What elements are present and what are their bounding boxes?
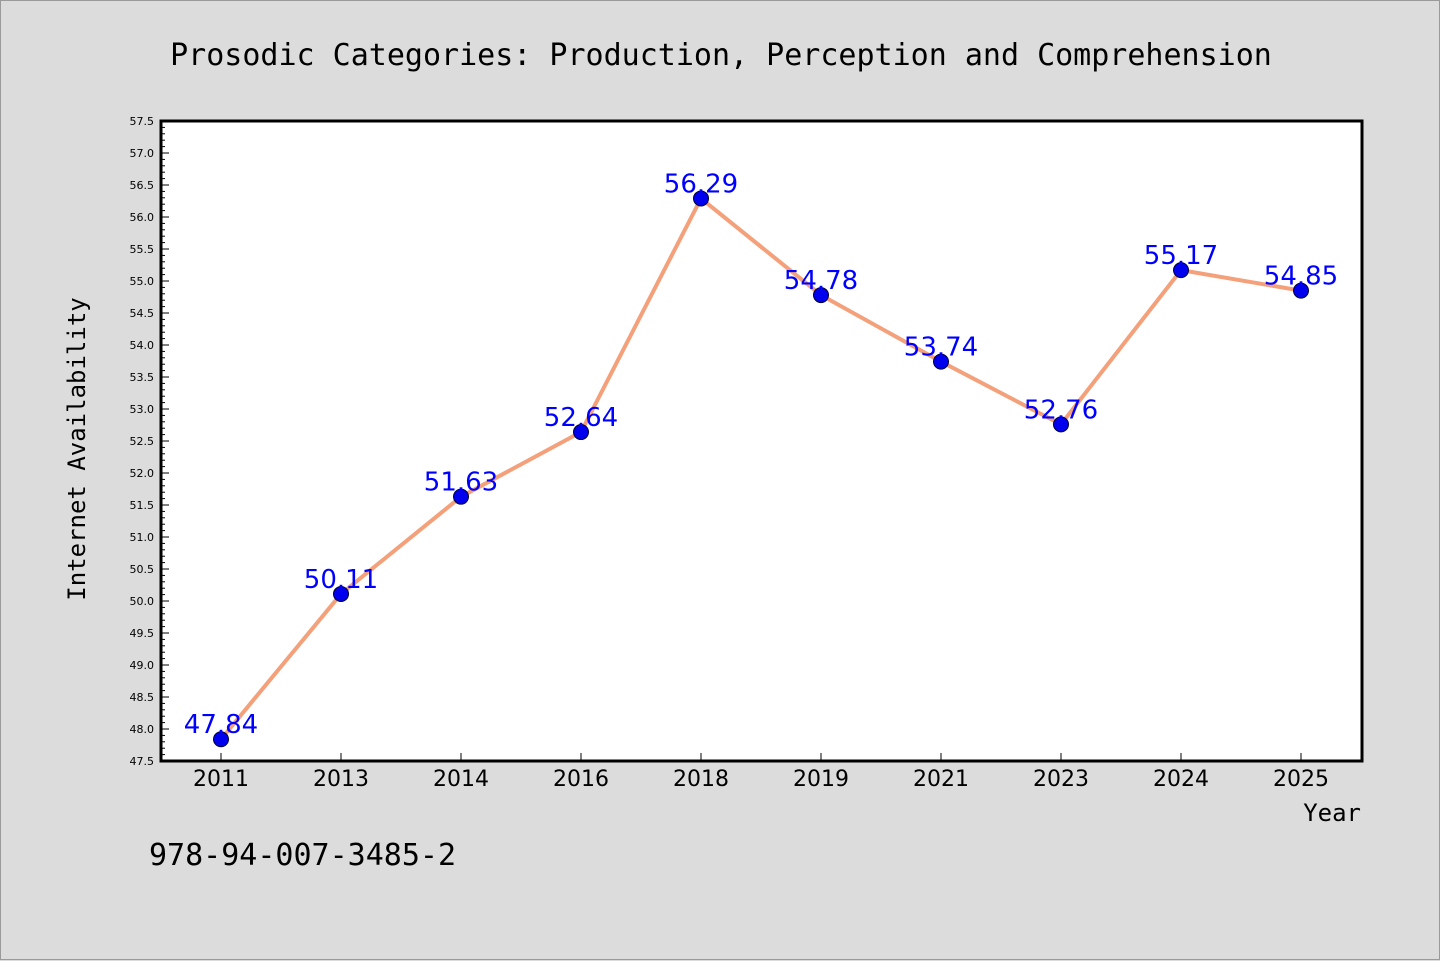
data-point	[453, 488, 469, 505]
x-tick-label: 2023	[1033, 767, 1089, 792]
chart-title: Prosodic Categories: Production, Percept…	[170, 38, 1272, 73]
y-tick-label: 48.0	[130, 723, 155, 736]
series-layer	[213, 190, 1309, 748]
x-tick-label: 2016	[553, 767, 609, 792]
y-tick-label: 53.0	[130, 403, 155, 416]
data-point	[573, 424, 589, 441]
data-label: 53.74	[904, 333, 978, 363]
y-tick-label: 55.5	[130, 243, 155, 256]
data-label: 56.29	[664, 169, 738, 199]
x-tick-label: 2019	[793, 767, 849, 792]
y-tick-label: 55.0	[130, 275, 155, 288]
data-label: 52.76	[1024, 395, 1098, 425]
data-point	[933, 353, 949, 370]
data-point	[813, 287, 829, 304]
y-tick-label: 49.0	[130, 659, 155, 672]
y-tick-label: 56.5	[130, 179, 155, 192]
x-tick-label: 2021	[913, 767, 969, 792]
x-tick-label: 2011	[193, 767, 249, 792]
data-labels-layer: 47.84 50.11 51.63 52.64 56.29 54.78 53.74 52.76…	[184, 169, 1338, 740]
data-label: 47.84	[184, 710, 258, 740]
data-point	[1293, 282, 1309, 299]
x-tick-label: 2025	[1273, 767, 1329, 792]
data-label: 54.85	[1264, 262, 1338, 292]
y-tick-label: 56.0	[130, 211, 155, 224]
data-point	[333, 585, 349, 602]
y-tick-label: 50.0	[130, 595, 155, 608]
y-tick-label: 48.5	[130, 691, 155, 704]
x-tick-label: 2018	[673, 767, 729, 792]
x-tick-label: 2013	[313, 767, 369, 792]
y-tick-label: 52.0	[130, 467, 155, 480]
data-label: 50.11	[304, 565, 378, 595]
data-label: 55.17	[1144, 241, 1218, 271]
y-tick-label: 57.0	[130, 147, 155, 160]
x-axis-label: Year	[1303, 799, 1361, 827]
isbn-footnote: 978-94-007-3485-2	[149, 838, 456, 873]
x-tick-label: 2024	[1153, 767, 1209, 792]
y-axis-label: Internet Availability	[63, 297, 91, 600]
y-axis: 47.5 48.0 48.5 49.0 49.5 50.0 50.5 51.0 51.5 52.0…	[130, 115, 169, 768]
y-tick-label: 47.5	[130, 755, 155, 768]
y-tick-label: 54.5	[130, 307, 155, 320]
y-tick-label: 50.5	[130, 563, 155, 576]
plot-border	[159, 119, 1364, 763]
data-point	[213, 731, 229, 748]
x-tick-label: 2014	[433, 767, 489, 792]
y-tick-label: 54.0	[130, 339, 155, 352]
y-tick-label: 51.5	[130, 499, 155, 512]
data-label: 54.78	[784, 266, 858, 296]
data-point	[693, 190, 709, 207]
x-axis: 2011 2013 2014 2016 2018 2019 2021 2023 2024 2025	[193, 753, 1329, 792]
data-point	[1053, 416, 1069, 433]
series-line	[219, 196, 1303, 742]
plot-area	[161, 121, 1362, 761]
y-tick-label: 49.5	[130, 627, 155, 640]
data-point	[1173, 262, 1189, 279]
data-label: 52.64	[544, 403, 618, 433]
data-label: 51.63	[424, 468, 498, 498]
y-tick-label: 53.5	[130, 371, 155, 384]
y-tick-label: 51.0	[130, 531, 155, 544]
y-tick-label: 52.5	[130, 435, 155, 448]
y-tick-label: 57.5	[130, 115, 155, 128]
